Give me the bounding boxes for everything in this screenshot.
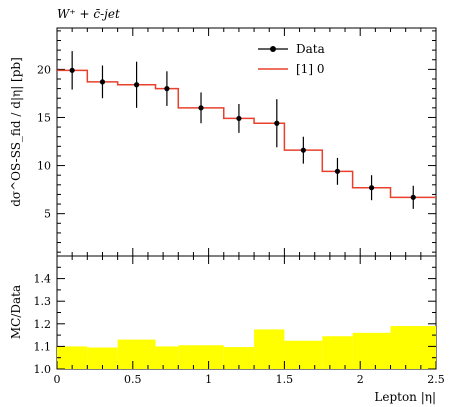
x-tick-label: 0 (54, 373, 61, 386)
ratio-band-bin (390, 326, 436, 369)
ratio-y-tick-label: 1.2 (34, 318, 52, 331)
data-point (133, 82, 140, 88)
data-point (274, 120, 280, 126)
x-tick-label: 2 (357, 373, 364, 386)
ratio-y-tick-label: 1.0 (34, 363, 52, 376)
legend-data-marker (270, 46, 276, 52)
ratio-band-bin (223, 347, 255, 369)
ratio-band-bin (155, 346, 179, 369)
data-point (99, 79, 106, 85)
x-axis-title: Lepton |η| (374, 390, 436, 404)
main-y-axis-title: dσ^OS-SS_fid / d|η| [pb] (9, 57, 23, 207)
ratio-band-bin (57, 346, 88, 369)
data-point (334, 168, 341, 174)
ratio-band-bin (322, 336, 353, 369)
data-point (368, 185, 375, 191)
data-points (69, 51, 416, 209)
main-panel-frame (56, 27, 437, 257)
ratio-ticks: 1.0 1.1 1.2 1.3 1.4 0 0.5 1 1.5 2 2.5 (34, 256, 445, 386)
ratio-y-tick-label: 1.4 (34, 273, 52, 286)
x-tick-label: 0.5 (124, 373, 142, 386)
data-point (300, 147, 306, 153)
ratio-band-bin (254, 329, 285, 369)
ratio-band (57, 326, 436, 369)
ratio-band-bin (117, 339, 156, 369)
ratio-band-bin (284, 340, 323, 369)
legend-data-label: Data (296, 42, 325, 56)
ratio-band-bin (87, 347, 118, 369)
legend: Data [1] 0 (258, 42, 325, 76)
data-point (410, 194, 416, 200)
main-y-tick-label: 20 (37, 63, 51, 76)
ratio-band-bin (178, 345, 224, 369)
plot-title: W⁺ + c̄-jet (57, 7, 120, 21)
prediction-step-line (57, 69, 436, 199)
data-point (198, 105, 204, 111)
ratio-y-tick-label: 1.3 (34, 295, 52, 308)
ratio-band-bin (352, 332, 391, 369)
data-point (69, 67, 75, 73)
x-tick-label: 1 (205, 373, 212, 386)
ratio-y-tick-label: 1.1 (34, 340, 52, 353)
prediction-histogram (57, 69, 436, 199)
main-ticks: 5 10 15 20 (37, 28, 437, 256)
main-y-tick-label: 10 (37, 160, 51, 173)
ratio-y-axis-title: MC/Data (9, 285, 23, 339)
legend-prediction-label: [1] 0 (296, 62, 324, 76)
main-y-tick-label: 15 (37, 111, 51, 124)
x-tick-label: 1.5 (276, 373, 294, 386)
main-y-tick-label: 5 (44, 208, 51, 221)
data-point (164, 86, 170, 92)
x-tick-label: 2.5 (427, 373, 445, 386)
data-point (236, 115, 242, 122)
